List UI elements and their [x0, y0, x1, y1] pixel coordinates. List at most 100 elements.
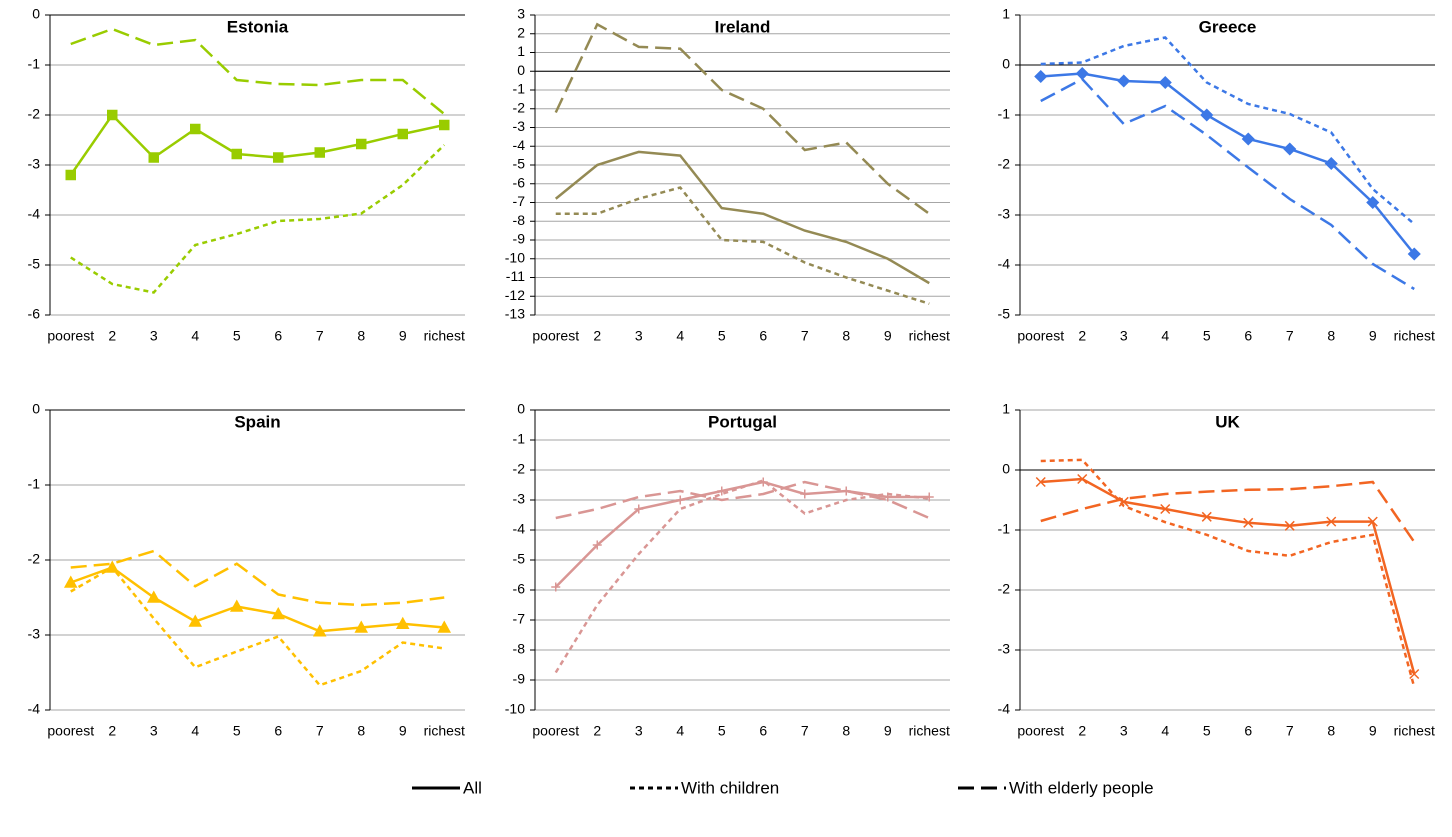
y-tick-label: -3	[998, 206, 1011, 222]
y-tick-label: -6	[28, 306, 41, 322]
y-tick-label: -3	[513, 491, 526, 507]
legend-label: With elderly people	[1009, 778, 1154, 797]
x-tick-label: 8	[357, 328, 365, 344]
y-tick-label: 3	[517, 6, 525, 22]
y-tick-label: 0	[1002, 56, 1010, 72]
x-tick-label: 9	[399, 328, 407, 344]
marker	[188, 614, 203, 627]
panel: 0 -1 -2 -3 -4 -5 -6 poorest 2 3 4 5 6 7 8 9 richest Eston…	[28, 6, 465, 344]
x-tick-label: 2	[593, 328, 601, 344]
y-tick-label: 1	[1002, 6, 1010, 22]
y-tick-label: -1	[998, 106, 1011, 122]
y-tick-label: 0	[517, 401, 525, 417]
panel-title: UK	[1215, 412, 1240, 431]
panel-title: Spain	[234, 412, 280, 431]
x-tick-label: 7	[801, 328, 809, 344]
x-tick-label: richest	[424, 723, 465, 739]
marker	[1326, 516, 1337, 527]
series-line	[555, 480, 930, 520]
series-line	[70, 549, 445, 607]
series-line	[69, 113, 445, 176]
x-tick-label: 5	[233, 328, 241, 344]
x-tick-label: 2	[593, 723, 601, 739]
x-tick-label: 4	[1161, 328, 1169, 344]
y-tick-label: -9	[513, 671, 526, 687]
x-tick-label: 8	[842, 328, 850, 344]
y-tick-label: 0	[32, 401, 40, 417]
y-tick-label: -3	[28, 626, 41, 642]
marker	[1283, 142, 1297, 156]
x-tick-label: poorest	[1017, 328, 1064, 344]
marker	[1367, 516, 1378, 527]
y-tick-label: 1	[517, 43, 525, 59]
y-tick-label: 1	[1002, 401, 1010, 417]
marker	[314, 147, 325, 158]
y-tick-label: -10	[505, 701, 525, 717]
x-tick-label: poorest	[1017, 723, 1064, 739]
marker	[107, 109, 118, 121]
x-tick-label: 9	[884, 723, 892, 739]
y-tick-label: -1	[998, 521, 1011, 537]
x-tick-label: 5	[718, 723, 726, 739]
x-tick-label: 4	[1161, 723, 1169, 739]
y-tick-label: -3	[998, 641, 1011, 657]
marker	[551, 582, 561, 592]
y-tick-label: -4	[513, 521, 526, 537]
marker	[1324, 156, 1338, 171]
series-line	[554, 22, 930, 215]
y-tick-label: -2	[998, 581, 1011, 597]
x-tick-label: richest	[909, 328, 950, 344]
y-tick-label: -2	[28, 106, 41, 122]
x-tick-label: 8	[1327, 328, 1335, 344]
y-tick-label: -4	[28, 701, 41, 717]
marker	[231, 148, 242, 160]
y-tick-label: -1	[28, 56, 41, 72]
y-tick-label: -8	[513, 641, 526, 657]
x-tick-label: 3	[635, 723, 643, 739]
x-tick-label: 2	[108, 328, 116, 344]
series-line	[70, 565, 445, 687]
x-tick-label: 5	[718, 328, 726, 344]
panel: 1 0 -1 -2 -3 -4 poorest 2 3 4 5 6 7 8 9 richest UK	[998, 401, 1435, 739]
marker	[1035, 476, 1046, 488]
panel-title: Portugal	[708, 412, 777, 431]
marker	[592, 540, 602, 550]
x-tick-label: poorest	[532, 328, 579, 344]
panel-title: Ireland	[715, 17, 771, 36]
marker	[229, 599, 244, 612]
y-tick-label: -1	[513, 431, 526, 447]
series-line	[1040, 480, 1416, 543]
marker	[717, 486, 727, 496]
marker	[1366, 195, 1380, 210]
y-tick-label: -2	[28, 551, 41, 567]
panel: 1 0 -1 -2 -3 -4 -5 poorest 2 3 4 5 6 7 8 9 richest Greece	[998, 6, 1435, 344]
x-tick-label: 6	[1244, 328, 1252, 344]
x-tick-label: 6	[759, 328, 767, 344]
x-tick-label: 3	[150, 328, 158, 344]
x-tick-label: 3	[150, 723, 158, 739]
marker	[800, 489, 810, 499]
x-tick-label: 6	[274, 723, 282, 739]
y-tick-label: -10	[505, 249, 525, 265]
x-tick-label: richest	[1394, 328, 1435, 344]
y-tick-label: -11	[506, 268, 525, 284]
y-tick-label: -2	[998, 156, 1011, 172]
x-tick-label: 9	[1369, 328, 1377, 344]
y-tick-label: -4	[28, 206, 41, 222]
x-tick-label: poorest	[47, 328, 94, 344]
x-tick-label: richest	[424, 328, 465, 344]
x-tick-label: 8	[1327, 723, 1335, 739]
y-tick-label: -6	[513, 581, 526, 597]
marker	[273, 152, 284, 163]
x-tick-label: richest	[1394, 723, 1435, 739]
marker	[1407, 247, 1421, 261]
marker	[1117, 74, 1131, 88]
y-tick-label: -5	[513, 156, 526, 172]
marker	[1241, 132, 1255, 146]
x-tick-label: poorest	[47, 723, 94, 739]
y-tick-label: -3	[513, 118, 526, 134]
marker	[1200, 108, 1214, 122]
y-tick-label: -7	[513, 611, 526, 627]
series-line	[70, 566, 445, 633]
